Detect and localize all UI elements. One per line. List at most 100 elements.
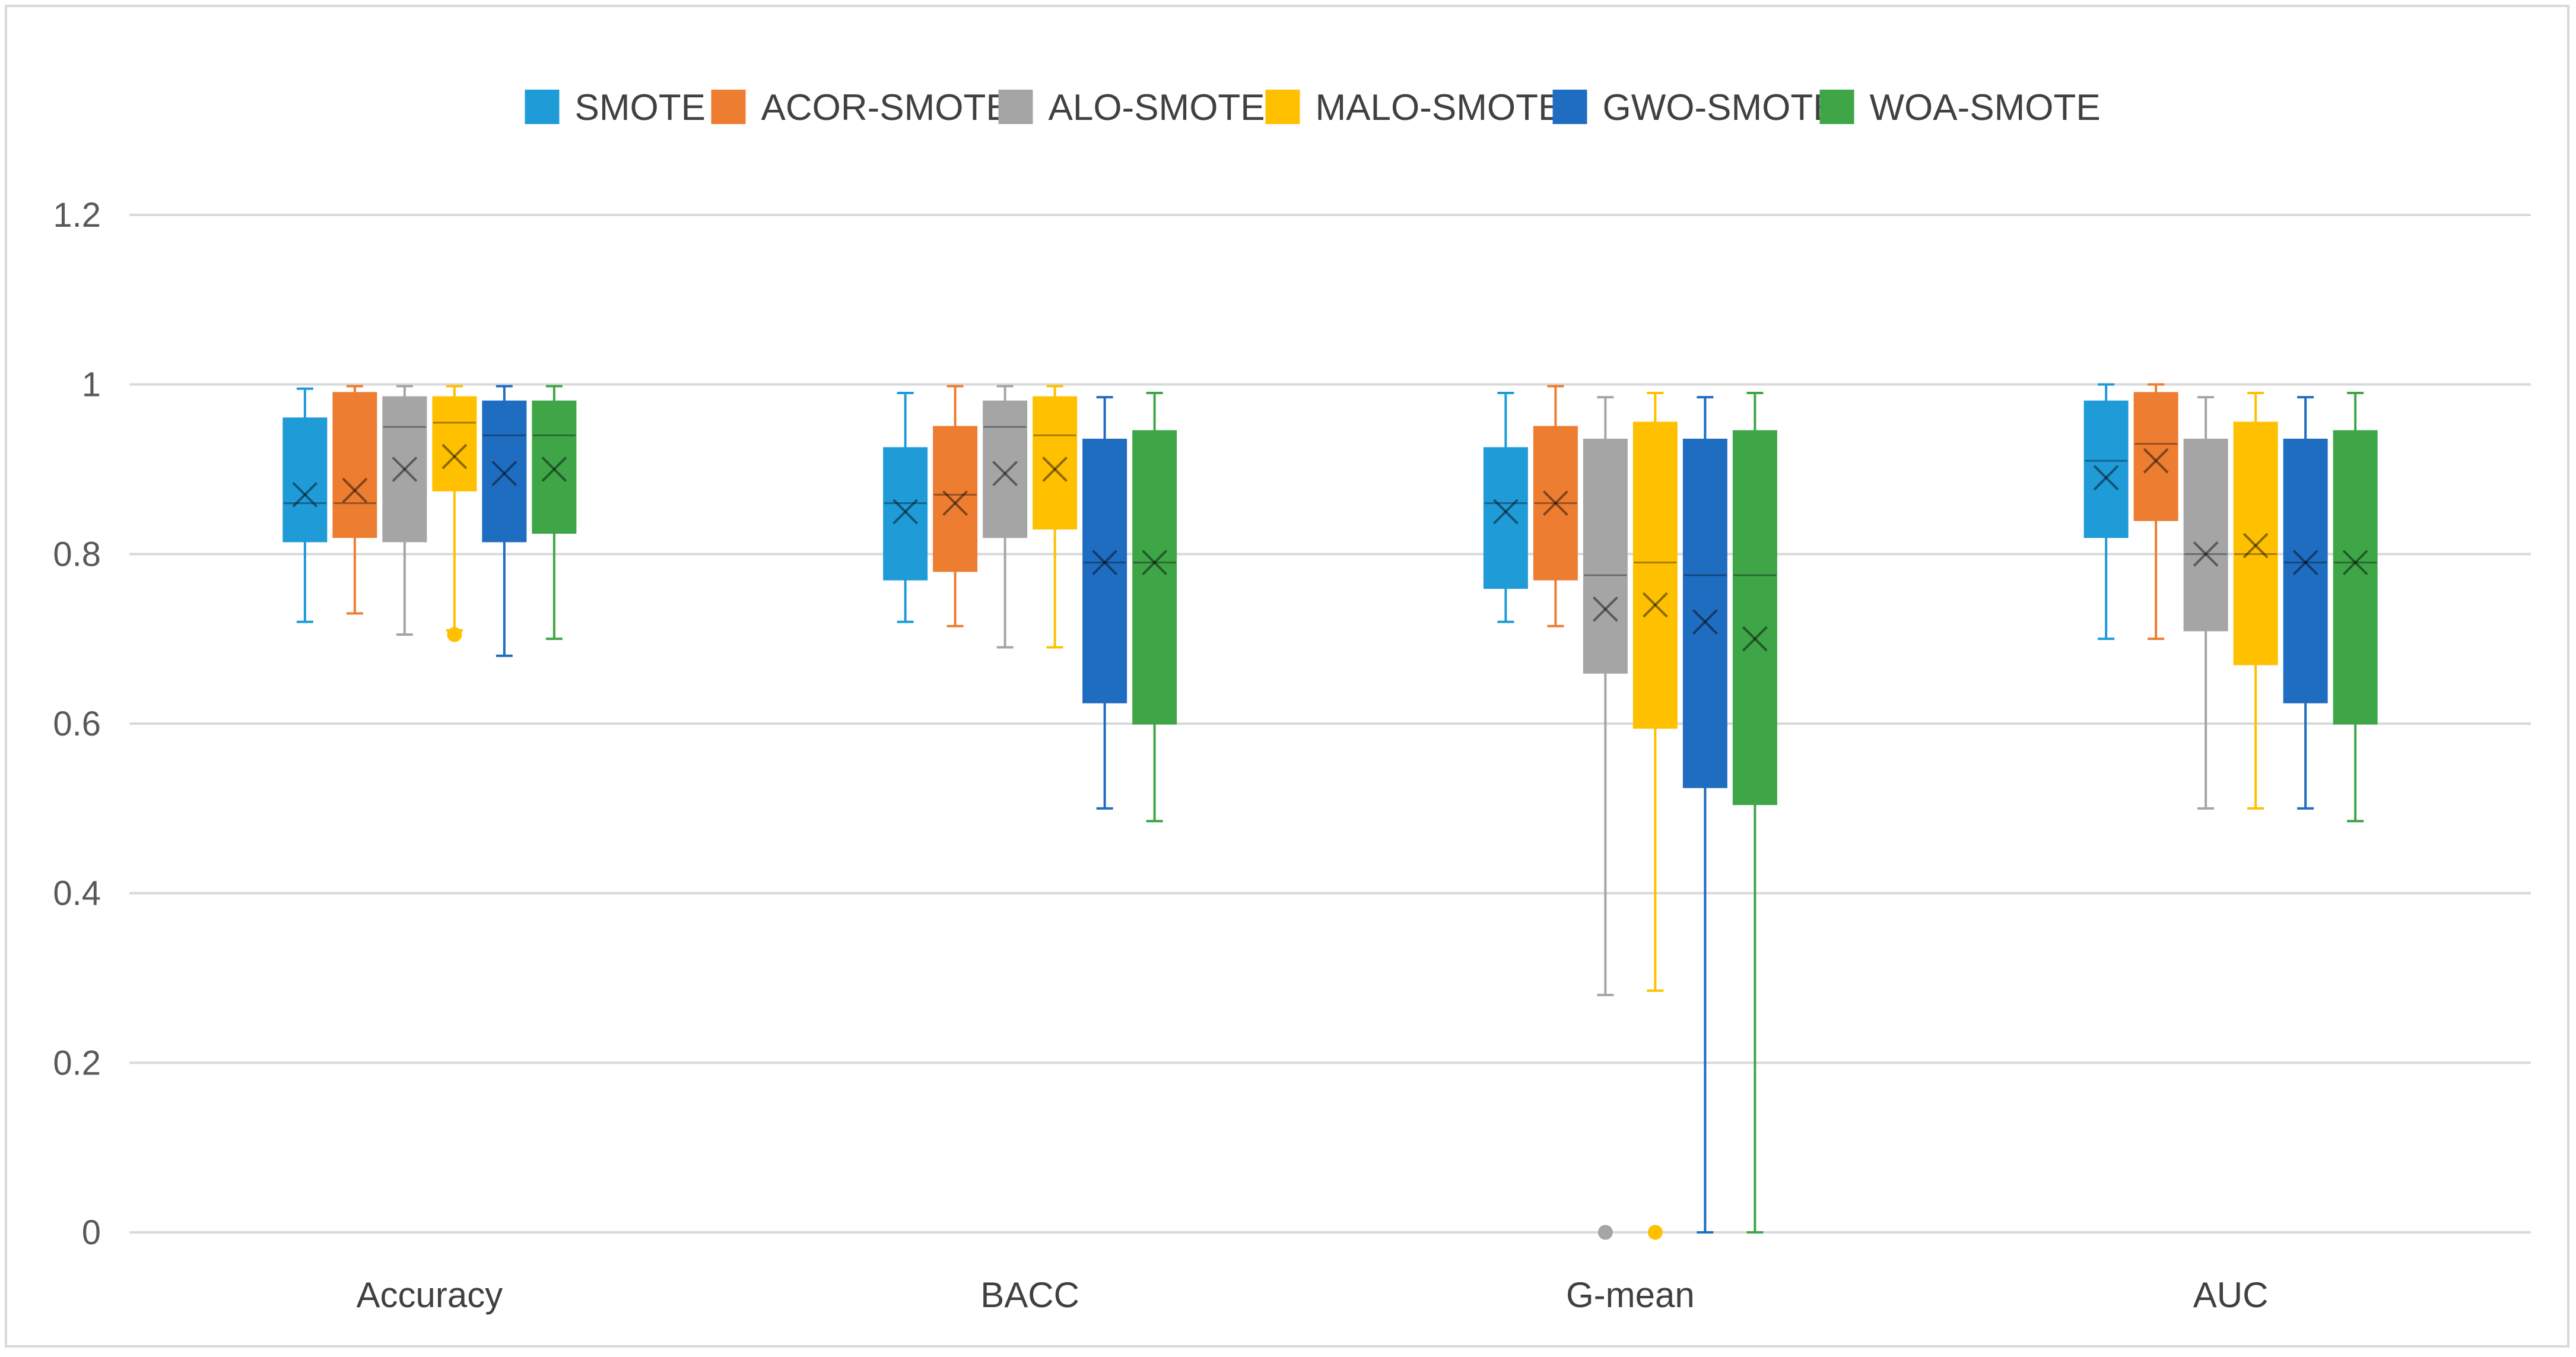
box-acor-smote-auc: [2133, 383, 2178, 641]
box-woa-smote-g-mean: [1732, 391, 1777, 1234]
mean-marker: [541, 456, 567, 482]
mean-marker: [892, 499, 919, 525]
mean-marker: [342, 477, 368, 503]
box-body: [2283, 439, 2328, 703]
box-woa-smote-auc: [2333, 391, 2378, 823]
box-body: [2183, 439, 2228, 632]
mean-marker: [1542, 490, 1568, 516]
y-axis-tick-labels: 0 0.2 0.4 0.6 0.8 1 1.2: [53, 196, 101, 1252]
mean-marker: [1742, 626, 1768, 652]
box-plots: [282, 383, 2378, 1240]
box-gwo-smote-accuracy: [482, 385, 527, 657]
y-tick-label: 0.4: [53, 874, 101, 913]
mean-marker: [2243, 532, 2269, 559]
box-body: [2233, 421, 2278, 665]
legend-swatch: [525, 90, 560, 124]
legend-label: MALO-SMOTE: [1316, 87, 1563, 128]
box-body: [1533, 426, 1578, 581]
box-body: [482, 400, 527, 543]
mean-marker: [1092, 550, 1118, 576]
box-body: [282, 417, 328, 543]
box-body: [1132, 430, 1177, 725]
box-alo-smote-accuracy: [382, 385, 427, 636]
box-smote-g-mean: [1483, 391, 1528, 623]
mean-marker: [1542, 490, 1568, 516]
mean-marker: [942, 490, 968, 516]
mean-marker: [1592, 596, 1618, 622]
mean-marker: [342, 477, 368, 503]
mean-marker: [2093, 465, 2119, 491]
y-tick-label: 0: [82, 1213, 101, 1252]
legend-swatch: [1819, 90, 1854, 124]
mean-marker: [292, 481, 318, 508]
gridlines: [129, 214, 2531, 1234]
box-body: [883, 447, 928, 581]
y-tick-label: 1.2: [53, 196, 101, 234]
legend-swatch: [711, 90, 746, 124]
mean-marker: [2292, 550, 2318, 576]
box-alo-smote-auc: [2183, 396, 2228, 810]
box-body: [382, 396, 427, 543]
legend-swatch: [1265, 90, 1300, 124]
y-tick-label: 0.8: [53, 535, 101, 573]
box-smote-accuracy: [282, 387, 328, 623]
mean-marker: [1492, 499, 1519, 525]
mean-marker: [892, 499, 919, 525]
mean-marker: [1492, 499, 1519, 525]
mean-marker: [2342, 550, 2368, 576]
y-tick-label: 0.2: [53, 1044, 101, 1082]
box-gwo-smote-bacc: [1082, 396, 1127, 810]
box-body: [1583, 439, 1628, 674]
mean-marker: [2243, 532, 2269, 559]
mean-marker: [2292, 550, 2318, 576]
box-body: [983, 400, 1028, 538]
mean-marker: [541, 456, 567, 482]
mean-marker: [1592, 596, 1618, 622]
box-acor-smote-bacc: [933, 385, 978, 627]
box-body: [332, 392, 377, 538]
mean-marker: [2342, 550, 2368, 576]
x-category-label: G-mean: [1566, 1275, 1695, 1315]
box-smote-bacc: [883, 391, 928, 623]
mean-marker: [1692, 609, 1718, 635]
box-body: [1082, 439, 1127, 703]
mean-marker: [441, 443, 468, 470]
legend-label: GWO-SMOTE: [1603, 87, 1838, 128]
box-acor-smote-g-mean: [1533, 385, 1578, 627]
box-woa-smote-accuracy: [532, 385, 577, 641]
box-alo-smote-bacc: [983, 385, 1028, 649]
x-category-label: Accuracy: [357, 1275, 503, 1315]
box-malo-smote-g-mean: [1632, 391, 1678, 1240]
mean-marker: [1042, 456, 1068, 482]
box-body: [2083, 400, 2129, 538]
box-alo-smote-g-mean: [1583, 396, 1628, 1240]
legend-item-alo-smote: ALO-SMOTE: [998, 87, 1265, 128]
legend-label: ALO-SMOTE: [1049, 87, 1265, 128]
box-malo-smote-accuracy: [432, 385, 477, 642]
legend: SMOTE ACOR-SMOTE ALO-SMOTE MALO-SMOTE GWO-SM…: [525, 87, 2101, 128]
mean-marker: [292, 481, 318, 508]
mean-marker: [491, 461, 517, 487]
outlier-point: [1647, 1225, 1663, 1240]
box-body: [432, 396, 477, 492]
outlier-point: [447, 627, 462, 642]
y-tick-label: 1: [82, 366, 101, 404]
legend-swatch: [998, 90, 1033, 124]
y-tick-label: 0.6: [53, 705, 101, 743]
mean-marker: [2143, 448, 2169, 474]
box-woa-smote-bacc: [1132, 391, 1177, 823]
legend-item-woa-smote: WOA-SMOTE: [1819, 87, 2101, 128]
box-body: [532, 400, 577, 534]
x-category-label: AUC: [2193, 1275, 2269, 1315]
mean-marker: [1092, 550, 1118, 576]
legend-item-malo-smote: MALO-SMOTE: [1265, 87, 1563, 128]
mean-marker: [1742, 626, 1768, 652]
mean-marker: [1142, 550, 1168, 576]
mean-marker: [992, 461, 1018, 487]
mean-marker: [1642, 592, 1668, 618]
box-acor-smote-accuracy: [332, 385, 377, 615]
box-body: [1632, 421, 1678, 729]
mean-marker: [1142, 550, 1168, 576]
